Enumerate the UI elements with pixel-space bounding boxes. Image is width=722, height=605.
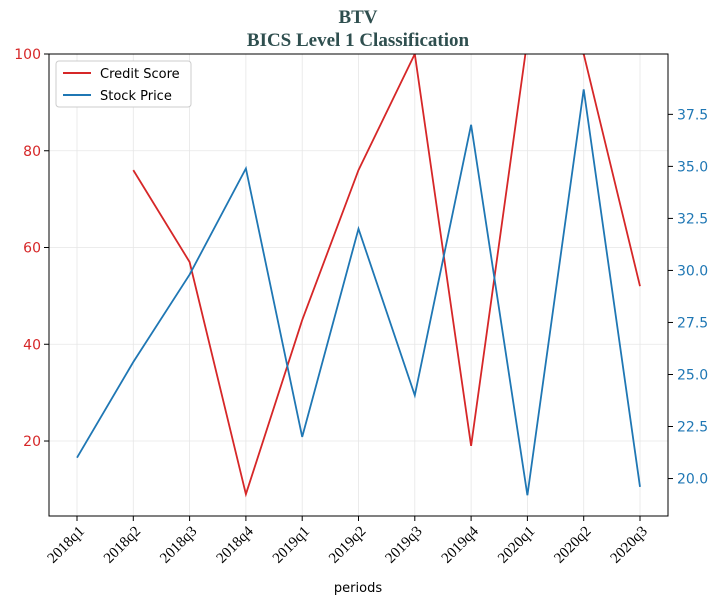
legend: Credit Score Stock Price [55, 60, 192, 108]
x-tick-label: 2019q1 [270, 524, 313, 567]
left-tick-label: 80 [23, 144, 41, 160]
right-tick-label: 32.5 [677, 211, 708, 227]
x-tick-label: 2018q3 [157, 524, 200, 567]
right-tick-label: 22.5 [677, 420, 708, 436]
x-tick-label: 2018q2 [101, 524, 144, 567]
x-tick-label: 2019q4 [439, 523, 482, 566]
right-tick-label: 37.5 [677, 107, 708, 123]
x-tick-label: 2019q3 [382, 524, 425, 567]
x-tick-label: 2018q4 [214, 523, 257, 566]
right-tick-label: 20.0 [677, 472, 708, 488]
x-tick-label: 2020q2 [551, 524, 594, 567]
right-axis: 20.0 22.5 25.0 27.5 30.0 32.5 35.0 37.5 [668, 107, 708, 488]
x-tick-label: 2020q3 [608, 524, 651, 567]
right-tick-label: 25.0 [677, 367, 708, 383]
legend-label-credit-score: Credit Score [100, 67, 180, 82]
series-layer [76, 54, 641, 498]
left-tick-label: 40 [23, 337, 41, 353]
series-line-stock-price [76, 89, 641, 496]
grid-lines [49, 53, 668, 516]
x-tick-label: 2019q2 [326, 524, 369, 567]
chart-title: BTV [338, 7, 377, 28]
left-tick-label: 100 [14, 47, 41, 63]
x-tick-label: 2018q1 [45, 524, 88, 567]
right-tick-label: 27.5 [677, 315, 708, 331]
legend-label-stock-price: Stock Price [100, 89, 172, 104]
left-tick-label: 20 [23, 434, 41, 450]
x-axis-label: periods [334, 581, 382, 596]
x-tick-label: 2020q1 [495, 524, 538, 567]
x-axis: 2018q1 2018q2 2018q3 2018q4 2019q1 2019q2 2019… [45, 516, 651, 567]
right-tick-label: 35.0 [677, 159, 708, 175]
series-line-credit-score [132, 54, 641, 498]
right-tick-label: 30.0 [677, 263, 708, 279]
left-axis: 20 40 60 80 100 [14, 47, 49, 450]
chart-subtitle: BICS Level 1 Classification [247, 30, 470, 51]
left-tick-label: 60 [23, 241, 41, 257]
